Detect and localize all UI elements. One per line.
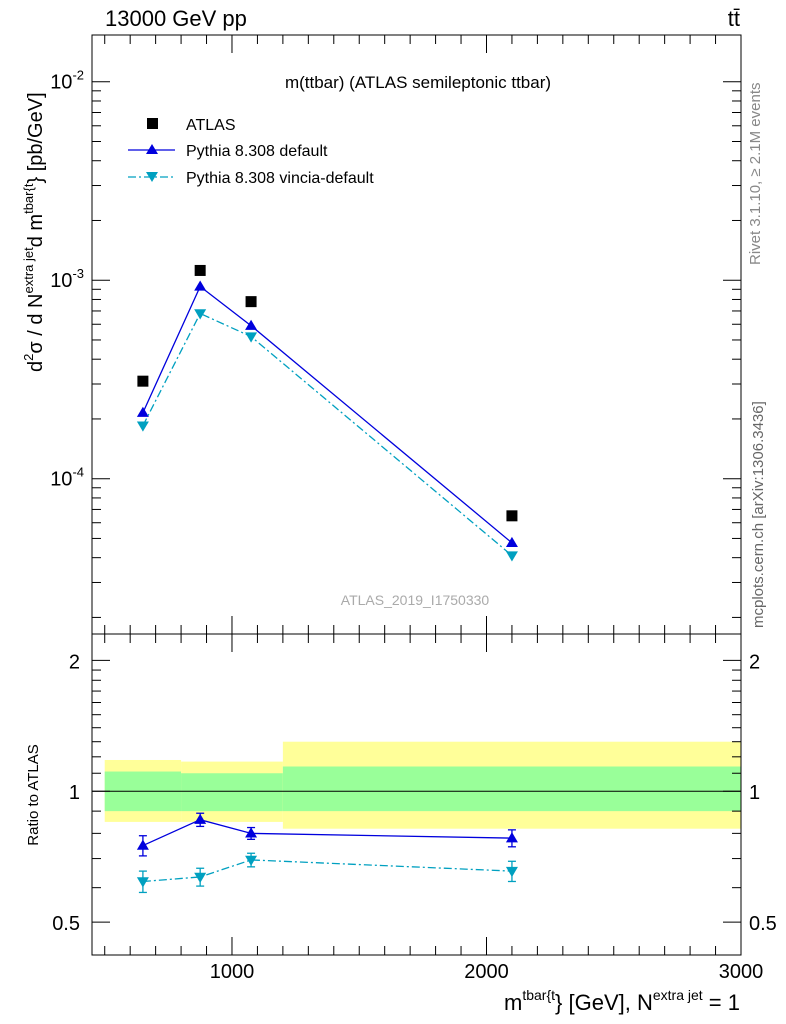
main-series-line-2 (142, 312, 513, 557)
x-tick-label: 2000 (464, 961, 509, 983)
main-y-axis-label: d2σ / d Nextra jetd mtbar{t} [pb/GeV] (21, 92, 47, 372)
ratio-y-axis-label: Ratio to ATLAS (25, 744, 42, 845)
x-axis-label: mtbar{t} [GeV], Nextra jet = 1 (504, 987, 740, 1015)
ratio-point-series-0 (245, 827, 258, 838)
ratio-inner-band (282, 766, 741, 812)
ratio-y-tick-labels: 2 2 1 1 0.5 0.5 (52, 651, 777, 935)
ratio-point-series-0 (194, 813, 207, 824)
ratio-y-tick-label-left: 2 (69, 651, 80, 673)
ratio-y-tick-label-right: 1 (749, 782, 760, 804)
ratio-axis-ticks (92, 634, 742, 955)
ratio-y-tick-label-right: 0.5 (749, 913, 777, 935)
rivet-label: Rivet 3.1.10, ≥ 2.1M events (747, 83, 764, 266)
ratio-point-series-1 (245, 855, 258, 866)
watermark: ATLAS_2019_I1750330 (341, 592, 490, 608)
ratio-inner-band (181, 773, 283, 812)
main-y-tick-label: 10-2 (50, 68, 84, 94)
process-label: tt̄ (728, 6, 740, 31)
main-y-tick-label: 10-4 (50, 465, 84, 491)
ratio-point-series-0 (136, 839, 149, 850)
x-tick-labels: 1000 2000 3000 (210, 961, 764, 983)
ratio-series-line-1 (142, 859, 512, 883)
main-point-atlas (194, 264, 206, 276)
legend: ATLAS Pythia 8.308 default Pythia 8.308 … (128, 117, 374, 187)
ratio-frame (91, 633, 742, 956)
main-axis-ticks (92, 35, 742, 634)
ratio-y-tick-label-left: 0.5 (52, 913, 80, 935)
main-y-tick-labels: 10-2 10-3 10-4 (50, 68, 84, 491)
ratio-point-series-1 (136, 877, 149, 888)
energy-label: 13000 GeV pp (105, 6, 247, 31)
x-tick-label: 3000 (719, 961, 764, 983)
ratio-y-tick-label-left: 1 (69, 782, 80, 804)
legend-label-default: Pythia 8.308 default (186, 143, 328, 160)
ratio-y-tick-label-right: 2 (749, 651, 760, 673)
main-series-line-1 (142, 285, 513, 544)
ratio-uncertainty-bands (104, 741, 741, 829)
ratio-plot-area (91, 633, 742, 956)
main-point-series-1 (194, 280, 207, 291)
ratio-panel: 2 2 1 1 0.5 0.5 1000 2000 3000 Ratio to ATLAS m… (25, 633, 777, 1015)
main-point-atlas (245, 296, 257, 308)
main-point-series-2 (505, 551, 518, 562)
main-panel: m(ttbar) (ATLAS semileptonic ttbar) 10-2… (21, 34, 742, 635)
main-point-series-1 (136, 406, 149, 417)
ratio-point-series-0 (505, 832, 518, 843)
ratio-point-series-1 (505, 866, 518, 878)
main-point-series-2 (136, 421, 149, 432)
legend-label-atlas: ATLAS (186, 117, 236, 134)
legend-marker-vincia (146, 172, 158, 182)
ratio-data-marks (136, 812, 518, 894)
ratio-point-series-1 (194, 872, 207, 883)
main-point-series-1 (245, 319, 258, 330)
main-point-atlas (506, 510, 518, 522)
main-data-marks (136, 264, 518, 562)
main-title: m(ttbar) (ATLAS semileptonic ttbar) (285, 73, 551, 92)
main-point-series-2 (194, 309, 207, 320)
main-point-atlas (137, 375, 149, 387)
legend-marker-atlas (147, 118, 158, 129)
legend-label-vincia: Pythia 8.308 vincia-default (186, 170, 374, 187)
main-point-series-2 (245, 332, 258, 343)
main-y-tick-label: 10-3 (50, 266, 84, 292)
ratio-series-line-0 (142, 819, 512, 847)
x-tick-label: 1000 (210, 961, 255, 983)
mcplots-label: mcplots.cern.ch [arXiv:1306.3436] (750, 401, 767, 628)
legend-marker-default (146, 144, 158, 154)
main-point-series-1 (505, 536, 518, 548)
